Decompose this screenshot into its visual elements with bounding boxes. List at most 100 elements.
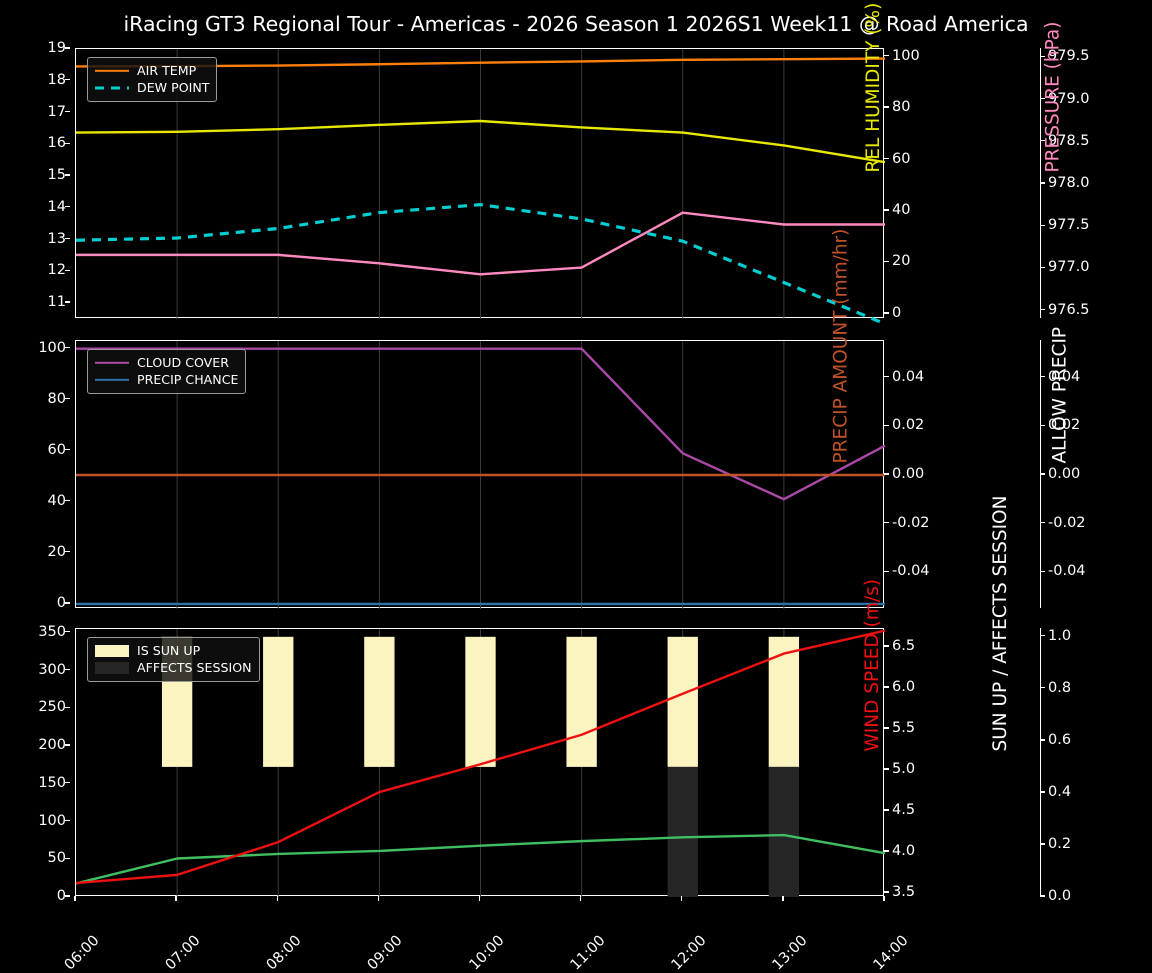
axis-tick-mark <box>65 174 70 176</box>
x-axis-tick-label: 13:00 <box>769 932 811 973</box>
axis-tick-mark <box>65 857 70 859</box>
x-axis-tick-mark <box>175 896 177 901</box>
axis-tick-mark <box>884 570 889 573</box>
x-axis-tick-label: 14:00 <box>870 932 912 973</box>
x-axis-tick-mark <box>478 896 481 901</box>
legend-swatch <box>95 661 129 674</box>
legend-label: DEW POINT <box>137 80 210 95</box>
axis-tick-mark <box>65 602 70 604</box>
axis-tick-label: 19 <box>47 40 66 56</box>
legend-item: AIR TEMP <box>95 62 209 79</box>
bar-affects-session <box>667 766 698 897</box>
axis-tick-label: 0 <box>56 594 66 611</box>
axis-tick-mark <box>65 206 70 208</box>
axis-tick-mark <box>1040 635 1045 637</box>
legend-label: AIR TEMP <box>137 63 197 78</box>
legend-swatch <box>95 644 129 657</box>
panel3-legend: IS SUN UP AFFECTS SESSION <box>87 637 260 682</box>
axis-tick-label: 0.8 <box>1048 679 1072 696</box>
legend-item: CLOUD COVER <box>95 354 238 371</box>
axis-tick-label: 979.0 <box>1048 90 1090 107</box>
axis-tick-mark <box>65 347 70 349</box>
series-wind-speed <box>75 629 886 885</box>
page-title: iRacing GT3 Regional Tour - Americas - 2… <box>123 12 1029 36</box>
axis-tick-label: 0.04 <box>1048 368 1081 385</box>
axis-tick-label: 40 <box>47 492 66 509</box>
legend-label: AFFECTS SESSION <box>137 660 252 675</box>
x-axis-tick-label: 08:00 <box>263 932 305 973</box>
x-axis-tick-label: 09:00 <box>365 932 406 973</box>
axis-tick-label: 0.00 <box>1048 466 1081 482</box>
axis-tick-label: 100 <box>892 47 920 64</box>
axis-tick-mark <box>65 449 70 451</box>
x-axis-tick-label: 07:00 <box>162 932 204 973</box>
x-axis-tick-mark <box>579 896 582 901</box>
axis-tick-label: 0.02 <box>1048 417 1081 434</box>
axis-tick-mark <box>65 551 70 553</box>
legend-label: PRECIP CHANCE <box>137 372 239 387</box>
axis-tick-mark <box>65 237 70 240</box>
axis-tick-mark <box>1040 308 1045 311</box>
axis-tick-mark <box>1040 375 1045 378</box>
axis-tick-label: 50 <box>47 850 66 867</box>
axis-tick-mark <box>1040 424 1045 426</box>
axis-tick-label: 0.2 <box>1048 835 1072 852</box>
x-axis-tick-label: 06:00 <box>61 932 103 973</box>
axis-tick-mark <box>1040 791 1045 793</box>
axis-tick-mark <box>884 850 889 852</box>
axis-tick-label: -0.02 <box>892 514 930 531</box>
axis-tick-label: -0.04 <box>892 563 930 580</box>
axis-tick-label: -0.04 <box>1048 563 1086 580</box>
legend-item: IS SUN UP <box>95 642 252 659</box>
axis-tick-mark <box>884 645 889 647</box>
axis-tick-mark <box>884 106 889 108</box>
axis-tick-label: 0.02 <box>892 417 925 434</box>
axis-tick-mark <box>1040 182 1045 184</box>
axis-tick-mark <box>65 269 70 271</box>
axis-tick-label: 0.00 <box>892 466 925 482</box>
axis-tick-label: 0.4 <box>1048 783 1072 800</box>
panel3-series-svg <box>75 629 886 897</box>
legend-line-marker <box>95 361 129 364</box>
legend-label: CLOUD COVER <box>137 355 229 370</box>
bar-affects-session <box>768 766 800 897</box>
axis-tick-label: 150 <box>38 774 66 791</box>
axis-tick-mark <box>1040 140 1045 142</box>
legend-line-marker <box>95 661 129 674</box>
legend-line-marker <box>95 378 129 381</box>
axis-tick-label: 0.04 <box>892 368 925 385</box>
series-rel-humidity <box>75 119 886 164</box>
legend-swatch <box>95 374 129 386</box>
x-axis-tick-label: 11:00 <box>567 932 609 973</box>
axis-tick-mark <box>1040 473 1045 475</box>
axis-tick-label: 5.5 <box>892 719 916 736</box>
axis-tick-label: 11 <box>47 294 66 311</box>
axis-tick-mark <box>65 301 70 303</box>
x-axis-tick-mark <box>377 896 380 901</box>
axis-tick-label: 300 <box>38 661 66 678</box>
axis-tick-mark <box>1040 895 1045 897</box>
axis-tick-label: 5.0 <box>892 760 916 777</box>
legend-line-marker <box>95 86 129 89</box>
axis-tick-label: 18 <box>47 71 66 88</box>
legend-line-marker <box>95 644 129 657</box>
axis-tick-label: 13 <box>47 230 66 247</box>
x-axis-tick-mark <box>276 896 278 901</box>
axis-tick-label: 4.0 <box>892 842 916 859</box>
legend-item: AFFECTS SESSION <box>95 659 252 676</box>
axis-tick-mark <box>65 142 70 144</box>
axis-tick-mark <box>1040 570 1045 573</box>
axis-tick-mark <box>1040 739 1045 741</box>
axis-tick-mark <box>884 55 889 57</box>
axis-tick-mark <box>1040 224 1045 226</box>
axis-tick-mark <box>884 891 889 893</box>
axis-tick-mark <box>65 706 70 708</box>
axis-tick-label: 250 <box>38 699 66 716</box>
axis-tick-mark <box>884 312 889 314</box>
axis-tick-label: 1.0 <box>1048 627 1072 644</box>
axis-tick-mark <box>884 727 889 729</box>
axis-tick-label: 4.5 <box>892 801 916 818</box>
